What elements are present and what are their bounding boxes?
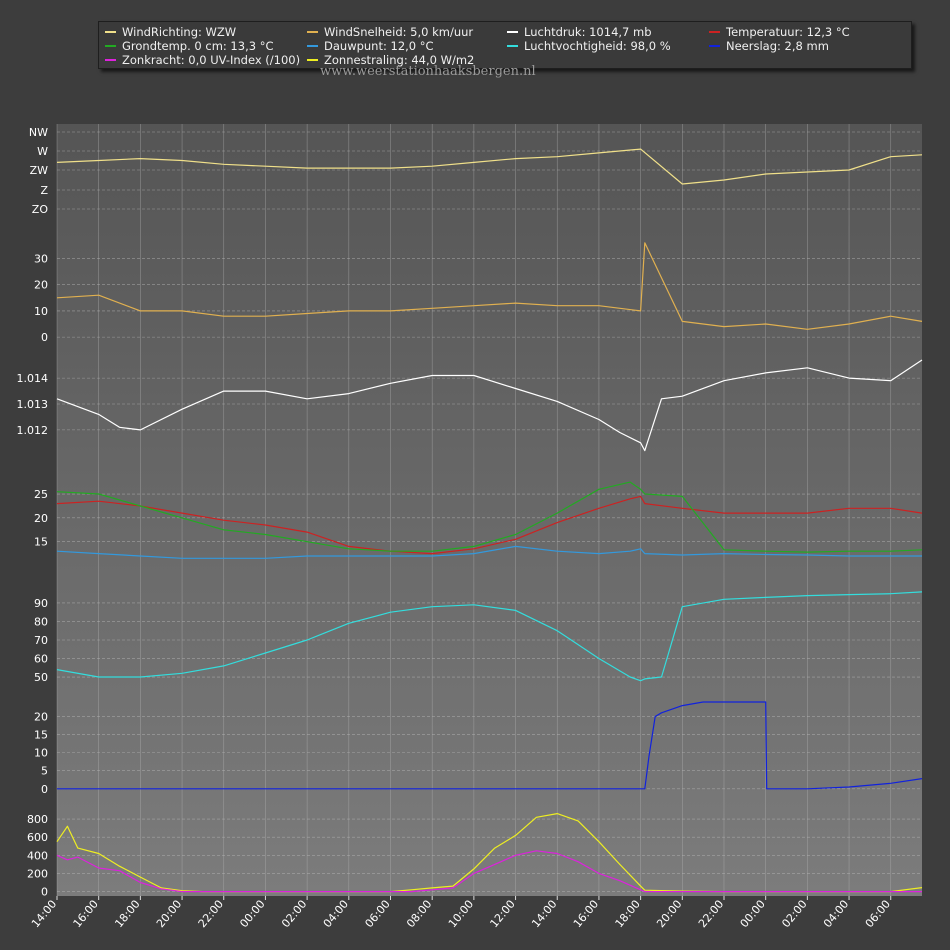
series-line-windrichting	[56, 148, 923, 185]
series-line-grondtemp-0-cm	[56, 481, 923, 553]
watermark: www.weerstationhaaksbergen.nl	[320, 64, 536, 79]
x-tick-label: 20:00	[154, 898, 184, 931]
x-tick-label: 10:00	[446, 898, 476, 931]
series-line-luchtdruk	[56, 359, 923, 452]
series-line-dauwpunt	[56, 545, 922, 559]
legend-item-pressure: Luchtdruk: 1014,7 mb	[507, 25, 652, 39]
y-tick-label: 20	[34, 279, 48, 292]
x-tick-label: 02:00	[779, 898, 809, 931]
legend-item-humidity: Luchtvochtigheid: 98,0 %	[507, 39, 671, 53]
series-line-neerslag	[57, 701, 923, 790]
legend-swatch	[105, 30, 116, 33]
y-tick-label: 0	[41, 783, 48, 796]
y-tick-label: 90	[34, 597, 48, 610]
legend-item-wind-direction: WindRichting: WZW	[105, 25, 236, 39]
y-tick-label: 10	[34, 747, 48, 760]
series-line-luchtvochtigheid	[56, 591, 923, 682]
y-tick-label: 1.013	[17, 398, 49, 411]
legend-swatch	[105, 58, 116, 61]
legend: WindRichting: WZW WindSnelheid: 5,0 km/u…	[98, 21, 912, 69]
x-tick-label: 04:00	[821, 898, 851, 931]
x-tick-label: 02:00	[279, 898, 309, 931]
x-tick-label: 22:00	[696, 898, 726, 931]
y-tick-label: Z	[40, 184, 48, 197]
y-tick-label: 5	[41, 765, 48, 778]
series-line-temperatuur	[56, 495, 923, 555]
x-tick-label: 16:00	[571, 898, 601, 931]
y-tick-label: 0	[41, 331, 48, 344]
legend-swatch	[507, 30, 518, 33]
y-tick-label: 70	[34, 634, 48, 647]
y-tick-label: 80	[34, 615, 48, 628]
legend-item-wind-speed: WindSnelheid: 5,0 km/uur	[307, 25, 473, 39]
x-tick-label: 20:00	[654, 898, 684, 931]
legend-item-uv: Zonkracht: 0,0 UV-Index (/100)	[105, 53, 300, 67]
legend-swatch	[307, 58, 318, 61]
legend-item-dewpoint: Dauwpunt: 12,0 °C	[307, 39, 434, 53]
legend-item-solar: Zonnestraling: 44,0 W/m2	[307, 53, 474, 67]
legend-swatch	[709, 30, 720, 33]
y-tick-label: NW	[29, 126, 48, 139]
y-tick-label: 10	[34, 305, 48, 318]
y-tick-label: 600	[27, 831, 48, 844]
x-tick-label: 00:00	[738, 898, 768, 931]
legend-item-temperature: Temperatuur: 12,3 °C	[709, 25, 850, 39]
x-tick-label: 06:00	[863, 898, 893, 931]
legend-swatch	[709, 44, 720, 47]
y-tick-label: 60	[34, 653, 48, 666]
legend-item-ground-temp: Grondtemp. 0 cm: 13,3 °C	[105, 39, 273, 53]
y-tick-label: 200	[27, 867, 48, 880]
legend-item-precipitation: Neerslag: 2,8 mm	[709, 39, 829, 53]
y-tick-label: 800	[27, 813, 48, 826]
y-tick-label: 400	[27, 849, 48, 862]
y-tick-label: 15	[34, 536, 48, 549]
y-tick-label: 1.012	[17, 424, 49, 437]
y-tick-label: 25	[34, 488, 48, 501]
legend-swatch	[307, 44, 318, 47]
y-tick-label: 20	[34, 512, 48, 525]
x-tick-label: 08:00	[404, 898, 434, 931]
x-tick-label: 18:00	[112, 898, 142, 931]
legend-swatch	[507, 44, 518, 47]
y-tick-label: 30	[34, 252, 48, 265]
series-line-windsnelheid	[56, 242, 923, 330]
y-tick-label: ZO	[32, 203, 49, 216]
legend-swatch	[105, 44, 116, 47]
legend-swatch	[307, 30, 318, 33]
x-tick-label: 00:00	[237, 898, 267, 931]
y-tick-label: 0	[41, 886, 48, 899]
x-tick-label: 16:00	[71, 898, 101, 931]
y-tick-label: 20	[34, 710, 48, 723]
x-tick-label: 14:00	[29, 898, 59, 931]
series-line-zonkracht	[56, 850, 922, 893]
x-tick-label: 18:00	[613, 898, 643, 931]
x-tick-label: 06:00	[362, 898, 392, 931]
y-tick-label: 1.014	[17, 372, 49, 385]
y-tick-label: 15	[34, 729, 48, 742]
x-tick-label: 14:00	[529, 898, 559, 931]
x-tick-label: 04:00	[321, 898, 351, 931]
plot-background	[57, 124, 922, 896]
y-tick-label: 50	[34, 671, 48, 684]
x-tick-label: 12:00	[488, 898, 518, 931]
y-tick-label: W	[37, 145, 48, 158]
x-tick-label: 22:00	[196, 898, 226, 931]
y-tick-label: ZW	[30, 164, 49, 177]
